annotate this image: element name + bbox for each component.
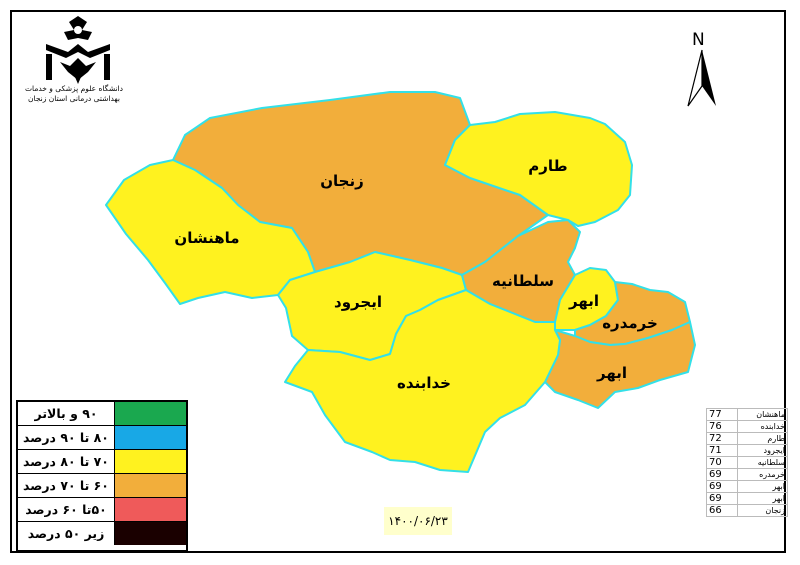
legend-row: ۷۰ تا ۸۰ درصد — [18, 450, 186, 474]
table-row: 76 خدابنده — [706, 420, 788, 433]
legend-row: ۵۰تا ۶۰ درصد — [18, 498, 186, 522]
logo-caption-line2: بهداشتی درمانی استان زنجان — [28, 94, 120, 103]
table-row: 72 طارم — [706, 432, 788, 445]
region-label-ijrud: ایجرود — [334, 293, 382, 311]
ranking-value: 69 — [706, 468, 738, 481]
ranking-name: زنجان — [737, 504, 788, 517]
university-logo-icon — [46, 16, 110, 84]
legend-label: ۷۰ تا ۸۰ درصد — [23, 454, 109, 469]
logo-caption-line1: دانشگاه علوم پزشکی و خدمات — [24, 84, 124, 93]
ranking-name: ماهنشان — [737, 408, 788, 421]
region-tarom[interactable] — [444, 111, 633, 227]
table-row: 77 ماهنشان — [706, 408, 788, 421]
legend-row: ۸۰ تا ۹۰ درصد — [18, 426, 186, 450]
table-row: 69 خرمدره — [706, 468, 788, 481]
ranking-name: طارم — [737, 432, 788, 445]
region-label-mahneshan: ماهنشان — [174, 229, 239, 247]
legend-row: زیر ۵۰ درصد — [18, 522, 186, 546]
region-khodabandeh[interactable] — [284, 289, 561, 473]
region-label-soltaniyeh: سلطانیه — [492, 272, 554, 290]
ranking-value: 77 — [706, 408, 738, 421]
ranking-name: خرمدره — [737, 468, 788, 481]
ranking-value: 72 — [706, 432, 738, 445]
legend-label: ۸۰ تا ۹۰ درصد — [23, 430, 109, 445]
ranking-name: ایجرود — [737, 444, 788, 457]
region-abhar-south[interactable] — [544, 321, 696, 409]
ranking-value: 76 — [706, 420, 738, 433]
legend-label: ۵۰تا ۶۰ درصد — [25, 502, 107, 517]
ranking-name: ابهر — [737, 480, 788, 493]
region-label-tarom: طارم — [528, 157, 567, 175]
legend-swatch — [114, 450, 186, 473]
legend-label: ۹۰ و بالاتر — [34, 406, 98, 421]
legend-swatch — [114, 402, 186, 425]
ranking-value: 70 — [706, 456, 738, 469]
ranking-name: خدابنده — [737, 420, 788, 433]
ranking-table: 77 ماهنشان 76 خدابنده 72 طارم 71 ایجرود 70 سل… — [706, 408, 788, 517]
legend-swatch — [114, 426, 186, 449]
region-label-khorramdarreh: خرمدره — [602, 314, 658, 332]
region-label-abhar-north: ابهر — [568, 292, 599, 310]
ranking-value: 66 — [706, 504, 738, 517]
table-row: 70 سلطانیه — [706, 456, 788, 469]
legend-row: ۶۰ تا ۷۰ درصد — [18, 474, 186, 498]
north-label: N — [692, 30, 705, 50]
logo-caption: دانشگاه علوم پزشکی و خدمات بهداشتی درمان… — [24, 84, 124, 104]
legend-swatch — [114, 522, 186, 545]
table-row: 71 ایجرود — [706, 444, 788, 457]
legend-label: زیر ۵۰ درصد — [27, 526, 105, 541]
legend-swatch — [114, 474, 186, 497]
ranking-value: 71 — [706, 444, 738, 457]
date-label: ۱۴۰۰/۰۶/۲۳ — [384, 507, 452, 535]
table-row: 69 ابهر — [706, 480, 788, 493]
ranking-name: سلطانیه — [737, 456, 788, 469]
region-label-abhar-south: ابهر — [596, 364, 627, 382]
legend: ۹۰ و بالاتر ۸۰ تا ۹۰ درصد ۷۰ تا ۸۰ درصد … — [16, 400, 188, 552]
north-arrow-icon — [687, 49, 716, 107]
legend-swatch — [114, 498, 186, 521]
region-label-zanjan: زنجان — [320, 172, 364, 190]
ranking-name: ابهر — [737, 492, 788, 505]
ranking-value: 69 — [706, 480, 738, 493]
region-label-khodabandeh: خدابنده — [397, 374, 451, 392]
legend-row: ۹۰ و بالاتر — [18, 402, 186, 426]
legend-label: ۶۰ تا ۷۰ درصد — [23, 478, 109, 493]
ranking-value: 69 — [706, 492, 738, 505]
region-mahneshan[interactable] — [105, 159, 316, 305]
table-row: 66 زنجان — [706, 504, 788, 517]
table-row: 69 ابهر — [706, 492, 788, 505]
